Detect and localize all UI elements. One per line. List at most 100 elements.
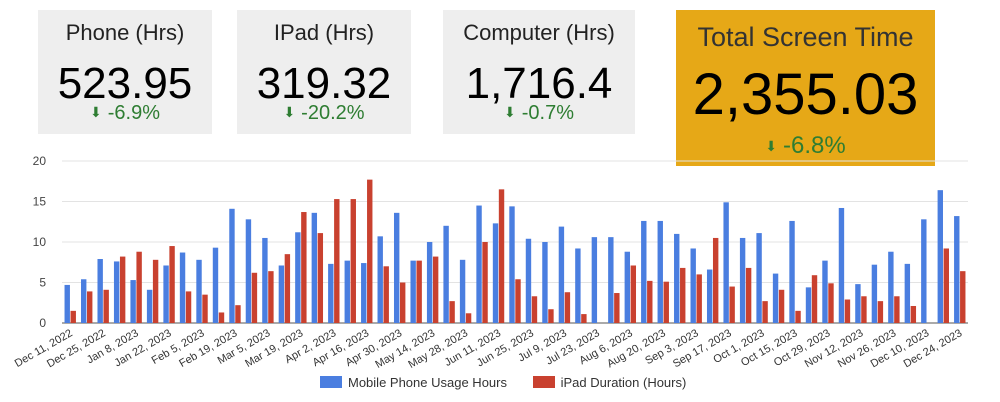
phone-hours-title: Phone (Hrs) <box>65 20 185 45</box>
ipad-bar <box>712 237 719 323</box>
phone-bar <box>492 223 499 323</box>
phone-bar <box>608 237 614 323</box>
phone-bar <box>64 284 70 323</box>
ipad-bar <box>960 271 966 323</box>
y-tick-label: 5 <box>39 276 46 290</box>
total-screen-time-card: Total Screen Time 2,355.03 ⬇ -6.8% <box>676 10 935 166</box>
down-arrow-icon: ⬇ <box>765 138 778 154</box>
phone-bar <box>888 251 894 323</box>
ipad-bar <box>729 286 735 323</box>
computer-hours-delta: ⬇ -0.7% <box>443 102 635 125</box>
legend-item-ipad[interactable]: iPad Duration (Hours) <box>532 375 687 390</box>
phone-bar <box>179 252 186 323</box>
ipad-bar <box>844 299 851 323</box>
phone-bar <box>706 269 713 323</box>
ipad-bar <box>614 293 620 323</box>
phone-bar <box>723 202 729 323</box>
phone-bar <box>130 280 136 323</box>
ipad-bar <box>218 312 225 323</box>
ipad-bar <box>169 246 175 323</box>
phone-bar <box>344 260 350 323</box>
chart-legend: Mobile Phone Usage Hours iPad Duration (… <box>320 375 708 390</box>
legend-item-phone[interactable]: Mobile Phone Usage Hours <box>320 375 507 390</box>
ipad-bar <box>531 296 538 323</box>
ipad-bar <box>564 292 571 323</box>
phone-bar <box>756 233 762 323</box>
phone-bar <box>146 289 153 323</box>
phone-bar <box>805 287 812 323</box>
phone-bar <box>674 233 680 323</box>
phone-bar <box>212 247 219 323</box>
phone-bar <box>855 284 861 323</box>
ipad-bar <box>185 291 192 323</box>
legend-label-ipad: iPad Duration (Hours) <box>560 375 687 390</box>
phone-bar <box>575 248 581 323</box>
total-screen-time-delta: ⬇ -6.8% <box>676 132 935 160</box>
ipad-bar <box>152 259 159 323</box>
ipad-bar <box>498 189 505 323</box>
phone-bar <box>822 260 828 323</box>
ipad-bar <box>202 294 208 323</box>
computer-hours-value: 1,716.4 <box>465 59 613 108</box>
ipad-bar <box>811 275 818 323</box>
legend-label-phone: Mobile Phone Usage Hours <box>348 375 507 390</box>
phone-bar <box>163 265 169 323</box>
phone-bar <box>426 242 433 323</box>
ipad-bar <box>877 301 884 323</box>
ipad-bar <box>663 281 669 323</box>
phone-bar <box>624 251 631 323</box>
ipad-bar <box>350 199 356 323</box>
phone-bar <box>739 237 746 323</box>
phone-bar <box>558 226 565 323</box>
ipad-bar <box>367 179 373 323</box>
ipad-bar <box>383 266 389 323</box>
y-tick-label: 0 <box>39 316 46 330</box>
computer-hours-title: Computer (Hrs) <box>463 20 615 45</box>
phone-bar <box>789 220 795 323</box>
ipad-bar <box>235 305 241 323</box>
ipad-bar <box>465 313 472 323</box>
down-arrow-icon: ⬇ <box>504 104 516 120</box>
ipad-bar <box>894 296 900 323</box>
phone-bar <box>113 261 120 323</box>
phone-bar <box>921 219 927 323</box>
phone-bar <box>772 273 779 323</box>
ipad-bar <box>268 271 274 323</box>
ipad-bar <box>778 289 785 323</box>
ipad-bar <box>581 314 587 323</box>
ipad-bar <box>251 272 258 323</box>
total-screen-time-title: Total Screen Time <box>697 22 914 52</box>
ipad-bar <box>301 212 307 323</box>
phone-bar <box>262 237 268 323</box>
ipad-bar <box>861 296 867 323</box>
ipad-bar <box>745 267 752 323</box>
phone-hours-value: 523.95 <box>57 59 193 108</box>
phone-bar <box>295 232 301 323</box>
phone-bar <box>657 220 663 323</box>
ipad-bar <box>910 305 917 323</box>
ipad-hours-delta: ⬇ -20.2% <box>237 102 411 125</box>
ipad-bar <box>87 291 93 323</box>
ipad-bar <box>696 274 702 323</box>
phone-bar <box>509 206 515 323</box>
phone-bar <box>871 264 878 323</box>
phone-bar <box>245 219 252 323</box>
ipad-bar <box>515 279 521 323</box>
phone-bar <box>311 212 318 323</box>
ipad-bar <box>416 260 422 323</box>
phone-bar <box>81 279 87 323</box>
phone-bar <box>591 237 598 323</box>
phone-hours-card: Phone (Hrs) 523.95 ⬇ -6.9% <box>38 10 212 134</box>
phone-hours-delta-text: -6.9% <box>107 102 160 124</box>
ipad-hours-value: 319.32 <box>256 59 392 108</box>
ipad-bar <box>762 301 768 323</box>
ipad-bar <box>119 256 126 323</box>
ipad-bar <box>103 289 109 323</box>
ipad-bar <box>647 280 653 323</box>
phone-bar <box>328 263 334 323</box>
ipad-hours-title: IPad (Hrs) <box>273 20 375 45</box>
legend-swatch-phone <box>320 376 342 388</box>
phone-bar <box>196 259 202 323</box>
phone-bar <box>393 212 400 323</box>
